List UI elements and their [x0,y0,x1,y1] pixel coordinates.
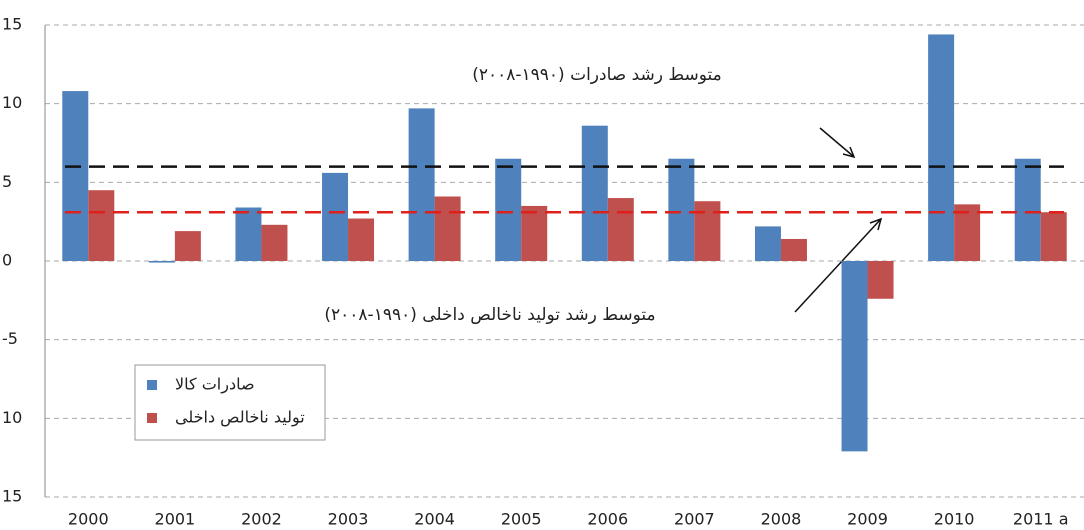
x-tick-label: 2001 [155,510,196,529]
x-tick-label: 2005 [501,510,542,529]
legend-label: صادرات کالا [175,375,255,395]
legend-swatch [147,380,157,390]
bar [408,108,435,262]
arrows [794,127,883,313]
y-tick-label: 15 [2,15,22,34]
bar [1040,212,1067,261]
bar [88,190,115,261]
y-tick-label: 10 [2,408,22,427]
bar [62,91,89,261]
x-tick-label: 2010 [934,510,975,529]
y-tick-label: 5 [2,172,12,191]
bar [841,261,868,452]
bar [174,231,201,261]
legend-box [134,364,326,441]
bar [954,204,981,261]
bar [754,226,781,261]
x-tick-label: 2002 [241,510,282,529]
annotation: متوسط رشد تولید ناخالص داخلی (۱۹۹۰-۲۰۰۸) [324,305,655,325]
bar [348,218,375,261]
bar [521,205,548,261]
x-tick-label: 2008 [761,510,802,529]
bar [928,34,955,261]
annotation: متوسط رشد صادرات (۱۹۹۰-۲۰۰۸) [472,65,722,85]
bar [235,207,262,261]
x-tick-label: 2011 a [1013,510,1069,529]
bar [581,125,608,262]
x-tick-label: 2007 [674,510,715,529]
bar [668,158,695,261]
y-tick-label: -5 [2,329,18,348]
bar [322,172,349,261]
bar [1014,158,1041,261]
bar [495,158,522,261]
x-tick-label: 2003 [328,510,369,529]
x-tick-label: 2006 [587,510,628,529]
legend-swatch [147,413,157,423]
bar [607,198,634,261]
bar [434,196,461,261]
y-tick-label: 0 [2,251,12,270]
bar [694,201,721,261]
y-tick-label: 10 [2,93,22,112]
x-tick-label: 2000 [68,510,109,529]
legend-label: تولید ناخالص داخلی [175,408,305,428]
bar [867,261,894,299]
bar [148,261,175,263]
bar [780,238,807,261]
x-tick-label: 2004 [414,510,455,529]
x-tick-label: 2009 [847,510,888,529]
y-tick-label: 15 [2,487,22,506]
bar [261,224,288,261]
